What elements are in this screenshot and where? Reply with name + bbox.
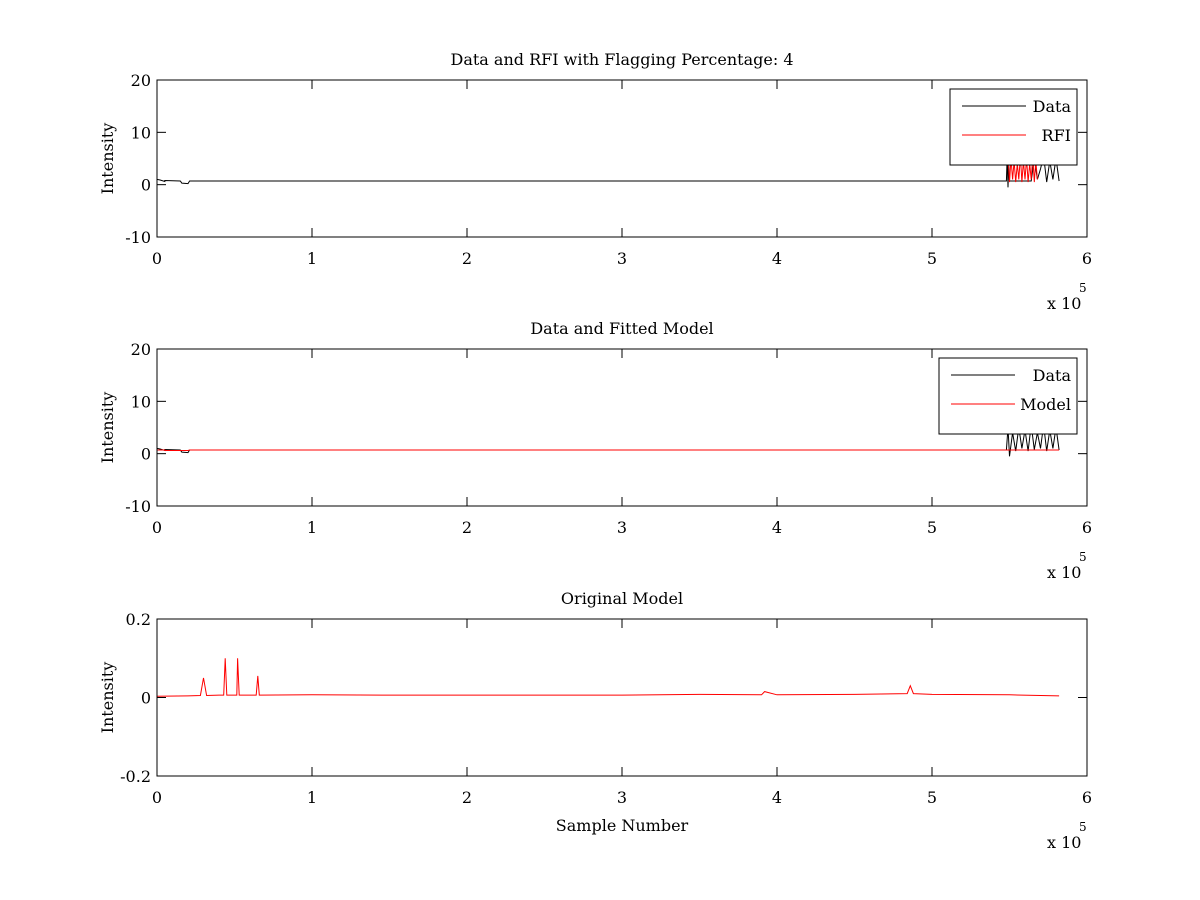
series-line-data-2 bbox=[157, 424, 1060, 457]
x-tick-label: 4 bbox=[772, 249, 782, 268]
x-tick-label: 5 bbox=[927, 518, 937, 537]
legend-box bbox=[938, 357, 1078, 435]
y-tick-label: 0 bbox=[141, 176, 151, 195]
legend-box bbox=[949, 88, 1078, 166]
series-line-model-2 bbox=[157, 449, 1060, 451]
chart-title: Data and RFI with Flagging Percentage: 4 bbox=[450, 50, 793, 69]
y-tick-label: 10 bbox=[131, 123, 151, 142]
x-tick-label: 1 bbox=[307, 788, 317, 807]
y-axis-label: Intensity bbox=[98, 392, 117, 464]
x-tick-label: 5 bbox=[927, 788, 937, 807]
legend: Data Model bbox=[938, 357, 1078, 435]
axes-box bbox=[156, 79, 1088, 238]
y-tick-label: 20 bbox=[131, 71, 151, 90]
y-axis-label: Intensity bbox=[98, 123, 117, 195]
x-tick-label: 3 bbox=[617, 518, 627, 537]
x-multiplier: x 10 bbox=[1047, 294, 1081, 313]
x-tick-label: 2 bbox=[462, 788, 472, 807]
y-tick-label: 0 bbox=[141, 689, 151, 708]
x-tick-label: 4 bbox=[772, 788, 782, 807]
x-tick-label: 1 bbox=[307, 249, 317, 268]
y-tick-label: -0.2 bbox=[120, 767, 151, 786]
x-multiplier-exponent: 5 bbox=[1079, 281, 1087, 295]
x-tick-label: 6 bbox=[1082, 249, 1092, 268]
x-tick-label: 5 bbox=[927, 249, 937, 268]
y-tick-label: 0.2 bbox=[126, 610, 151, 629]
axes-box bbox=[156, 618, 1088, 777]
x-multiplier: x 10 bbox=[1047, 833, 1081, 852]
x-tick-label: 2 bbox=[462, 518, 472, 537]
x-tick-label: 6 bbox=[1082, 788, 1092, 807]
y-tick-label: 0 bbox=[141, 445, 151, 464]
chart-title: Data and Fitted Model bbox=[530, 319, 713, 338]
y-axis-label: Intensity bbox=[98, 662, 117, 734]
series-line-model-3 bbox=[157, 658, 1060, 697]
x-multiplier-exponent: 5 bbox=[1079, 820, 1087, 834]
x-tick-label: 3 bbox=[617, 788, 627, 807]
x-tick-label: 6 bbox=[1082, 518, 1092, 537]
chart-title: Original Model bbox=[561, 589, 683, 608]
x-tick-label: 0 bbox=[152, 788, 162, 807]
x-multiplier-exponent: 5 bbox=[1079, 550, 1087, 564]
y-tick-label: 20 bbox=[131, 340, 151, 359]
legend-label-data: Data bbox=[1033, 366, 1072, 385]
y-tick-label: -10 bbox=[125, 228, 151, 247]
legend: Data RFI bbox=[949, 88, 1078, 166]
x-tick-label: 0 bbox=[152, 518, 162, 537]
y-tick-label: 10 bbox=[131, 392, 151, 411]
x-tick-label: 3 bbox=[617, 249, 627, 268]
y-tick-label: -10 bbox=[125, 497, 151, 516]
x-tick-label: 0 bbox=[152, 249, 162, 268]
x-tick-label: 4 bbox=[772, 518, 782, 537]
series-line-data-1 bbox=[157, 155, 1060, 188]
x-tick-label: 1 bbox=[307, 518, 317, 537]
x-axis-label: Sample Number bbox=[556, 816, 689, 835]
legend-label-rfi: RFI bbox=[1042, 126, 1071, 145]
legend-label-model: Model bbox=[1020, 395, 1071, 414]
x-multiplier: x 10 bbox=[1047, 563, 1081, 582]
legend-label-data: Data bbox=[1033, 97, 1072, 116]
x-tick-label: 2 bbox=[462, 249, 472, 268]
